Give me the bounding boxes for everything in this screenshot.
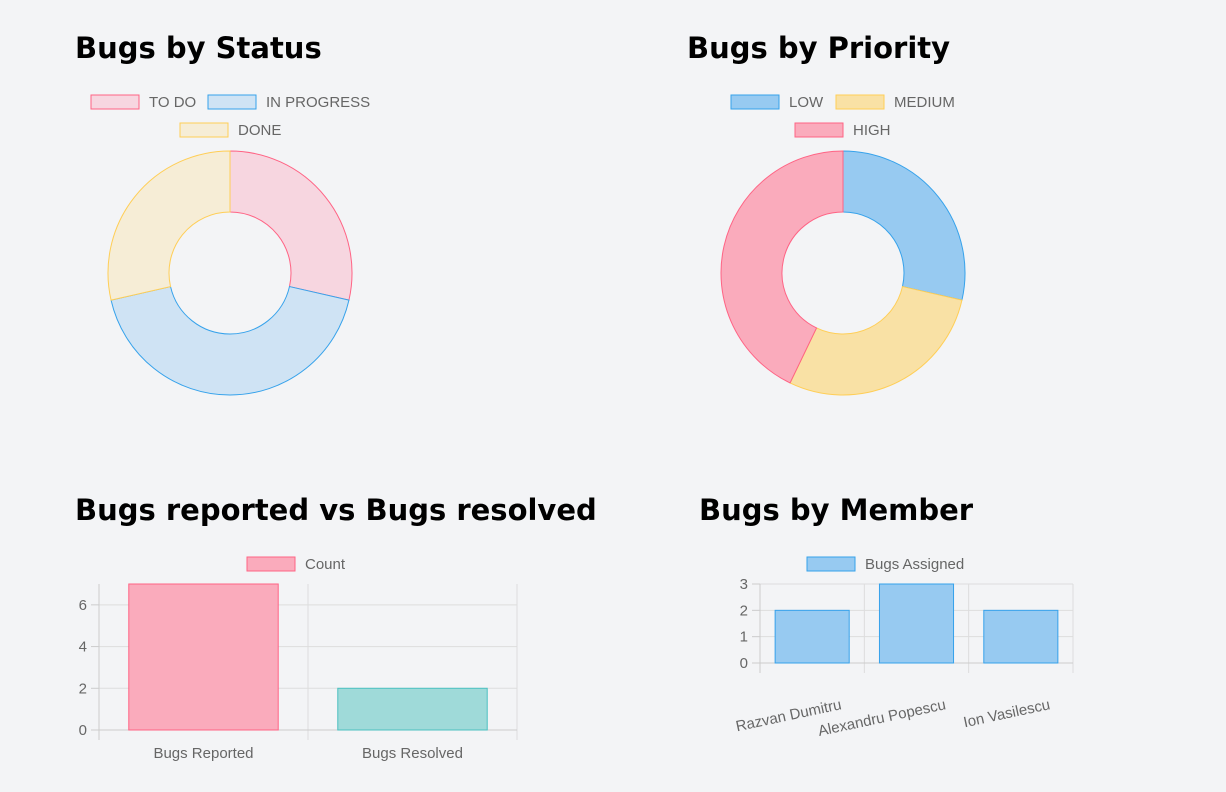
doughnut-chart-status: TO DO IN PROGRESS DONE — [90, 94, 370, 396]
legend-swatch — [835, 94, 885, 110]
legend-label: Bugs Assigned — [865, 556, 964, 573]
legend-swatch — [246, 556, 296, 572]
legend-item-done[interactable]: DONE — [179, 122, 281, 139]
legend-item-to-do[interactable]: TO DO — [90, 94, 196, 111]
legend-label: HIGH — [853, 122, 891, 139]
status-chart-title: Bugs by Status — [75, 31, 322, 65]
legend-item-member[interactable]: Bugs Assigned — [806, 556, 964, 573]
priority-chart-title: Bugs by Priority — [687, 31, 951, 65]
y-tick-label: 1 — [740, 629, 748, 646]
legend-swatch — [730, 94, 780, 110]
legend-item-reported-vs-resolved[interactable]: Count — [246, 556, 346, 573]
legend-item-in-progress[interactable]: IN PROGRESS — [207, 94, 370, 111]
legend-item-low[interactable]: LOW — [730, 94, 824, 111]
y-tick-label: 2 — [79, 680, 87, 697]
legend-item-high[interactable]: HIGH — [794, 122, 891, 139]
legend-swatch — [179, 122, 229, 138]
legend-swatch — [90, 94, 140, 110]
reported-vs-resolved-chart-title: Bugs reported vs Bugs resolved — [75, 493, 597, 527]
y-tick-label: 2 — [740, 602, 748, 619]
legend-label: TO DO — [149, 94, 196, 111]
bar-razvan-dumitru — [774, 609, 850, 664]
y-tick-label: 4 — [79, 639, 87, 656]
y-tick-label: 3 — [740, 576, 748, 593]
legend-label: LOW — [789, 94, 824, 111]
x-category-label: Bugs Resolved — [362, 745, 463, 762]
y-tick-label: 0 — [740, 655, 748, 672]
legend-swatch — [806, 556, 856, 572]
bar-ion-vasilescu — [983, 609, 1059, 664]
slice-in-progress — [110, 285, 350, 396]
slice-done — [107, 150, 231, 301]
legend-label: Count — [305, 556, 346, 573]
slice-low — [842, 150, 966, 301]
x-category-label: Ion Vasilescu — [962, 696, 1052, 731]
slice-medium — [789, 285, 963, 396]
bar-chart-reported-vs-resolved: Count 0 2 4 6 Bugs Reported Bugs Resolved — [79, 556, 518, 762]
y-tick-label: 6 — [79, 597, 87, 614]
legend-label: IN PROGRESS — [266, 94, 370, 111]
member-chart-title: Bugs by Member — [699, 493, 974, 527]
doughnut-legend-status: TO DO IN PROGRESS DONE — [90, 94, 370, 139]
bar-alexandru-popescu — [878, 583, 955, 664]
x-category-label: Bugs Reported — [153, 745, 253, 762]
slice-to-do — [229, 150, 353, 301]
bar-bugs-reported — [128, 583, 279, 731]
y-tick-label: 0 — [79, 722, 87, 739]
legend-label: DONE — [238, 122, 281, 139]
bar-bugs-resolved — [337, 687, 488, 731]
legend-swatch — [794, 122, 844, 138]
legend-swatch — [207, 94, 257, 110]
legend-item-medium[interactable]: MEDIUM — [835, 94, 955, 111]
legend-label: MEDIUM — [894, 94, 955, 111]
slice-high — [720, 150, 844, 384]
